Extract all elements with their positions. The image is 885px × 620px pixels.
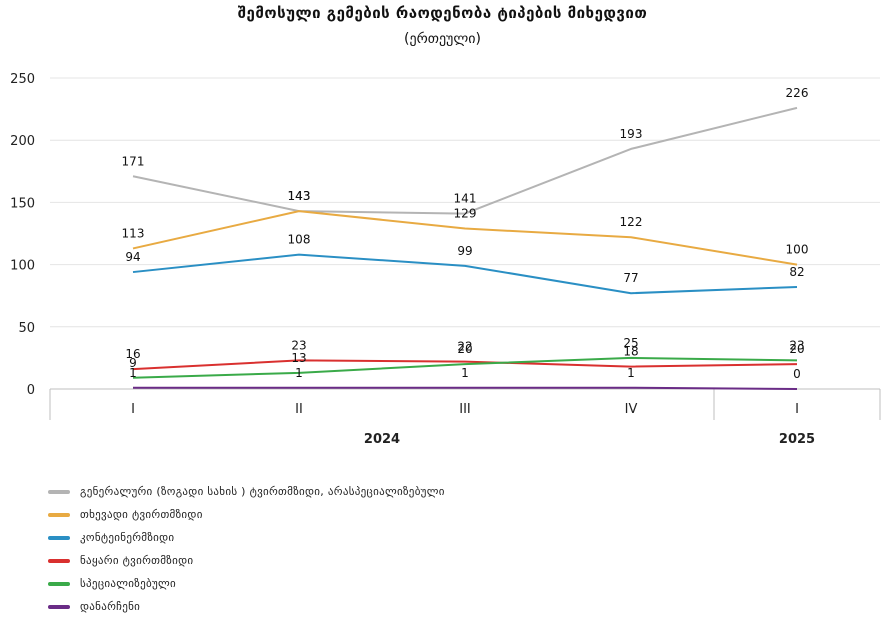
legend-swatch (48, 581, 70, 586)
series-lines (132, 106, 798, 390)
data-label: 141 (454, 192, 477, 206)
data-label: 23 (291, 338, 306, 352)
series-line-3 (132, 359, 798, 371)
y-tick-label: 200 (10, 134, 35, 149)
series-line-4 (132, 356, 798, 379)
legend-item: ნაყარი ტვირთმზიდი (48, 549, 868, 572)
y-tick-label: 100 (10, 259, 35, 274)
data-label: 9 (129, 356, 137, 370)
legend-label: დანარჩენი (80, 600, 141, 613)
data-label: 13 (291, 351, 306, 365)
series-line-1 (132, 210, 798, 266)
legend-swatch (48, 558, 70, 563)
y-tick-label: 150 (10, 196, 35, 211)
legend-swatch (48, 535, 70, 540)
legend-label: ნაყარი ტვირთმზიდი (80, 554, 194, 567)
data-label: 171 (122, 154, 145, 168)
data-label: 99 (457, 244, 472, 258)
data-label: 108 (288, 233, 311, 247)
data-label: 1 (295, 366, 303, 380)
series-line-0 (132, 106, 798, 215)
legend: გენერალური (ზოგადი სახის ) ტვირთმზიდი, ა… (48, 480, 868, 618)
legend-item: სპეციალიზებული (48, 572, 868, 595)
data-label: 193 (620, 127, 643, 141)
x-tick-label: I (131, 402, 135, 417)
legend-item: თხევადი ტვირთმზიდი (48, 503, 868, 526)
x-tick-label: IV (625, 402, 638, 417)
series-line-2 (132, 253, 798, 295)
data-label: 23 (789, 338, 804, 352)
data-label: 20 (789, 342, 804, 356)
data-label: 20 (457, 342, 472, 356)
x-tick-label: I (795, 402, 799, 417)
legend-label: კონტეინერმზიდი (80, 531, 175, 544)
legend-swatch (48, 604, 70, 609)
y-tick-label: 250 (10, 72, 35, 87)
data-label: 100 (786, 243, 809, 257)
data-label: 82 (789, 265, 804, 279)
legend-item: გენერალური (ზოგადი სახის ) ტვირთმზიდი, ა… (48, 480, 868, 503)
data-label: 1 (461, 366, 469, 380)
data-label: 94 (125, 250, 140, 264)
legend-item: კონტეინერმზიდი (48, 526, 868, 549)
x-tick-label: II (295, 402, 303, 417)
y-tick-label: 0 (27, 383, 35, 398)
legend-swatch (48, 512, 70, 517)
legend-label: თხევადი ტვირთმზიდი (80, 508, 203, 521)
data-label: 1 (129, 366, 137, 380)
x-tick-label: III (459, 402, 471, 417)
data-label: 77 (623, 271, 638, 285)
data-label: 143 (288, 189, 311, 203)
data-label: 143 (288, 189, 311, 203)
data-label: 226 (786, 86, 809, 100)
chart-subtitle: (ერთეული) (404, 31, 481, 47)
chart-title: შემოსული გემების რაოდენობა ტიპების მიხედ… (237, 4, 648, 22)
legend-item: დანარჩენი (48, 595, 868, 618)
legend-label: სპეციალიზებული (80, 577, 177, 590)
data-label: 122 (620, 215, 643, 229)
data-label: 22 (457, 340, 472, 354)
data-label: 18 (623, 345, 638, 359)
data-label: 129 (454, 207, 477, 221)
gridlines (50, 77, 880, 328)
legend-label: გენერალური (ზოგადი სახის ) ტვირთმზიდი, ა… (80, 485, 445, 498)
data-label: 0 (793, 367, 801, 381)
y-tick-label: 50 (18, 321, 35, 336)
data-label: 113 (122, 226, 145, 240)
series-line-5 (133, 386, 798, 390)
x-group-label: 2024 (364, 432, 400, 447)
legend-swatch (48, 489, 70, 494)
data-label: 25 (623, 336, 638, 350)
x-group-label: 2025 (779, 432, 815, 447)
data-label: 1 (627, 366, 635, 380)
data-label: 16 (125, 347, 140, 361)
